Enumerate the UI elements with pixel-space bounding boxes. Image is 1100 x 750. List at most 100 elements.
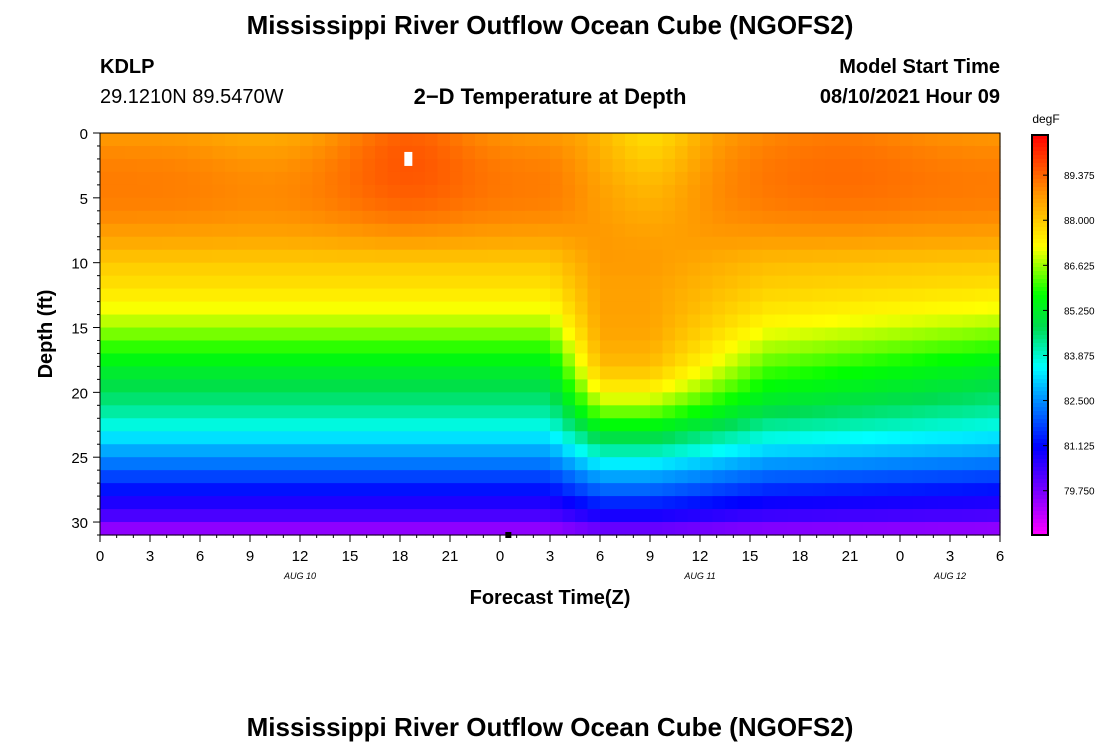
heatmap-cell [512, 353, 526, 368]
heatmap-cell [800, 327, 814, 342]
heatmap-cell [387, 522, 401, 536]
heatmap-cell [787, 314, 801, 329]
heatmap-cell [487, 522, 501, 536]
heatmap-cell [900, 184, 914, 199]
heatmap-cell [525, 171, 539, 186]
heatmap-cell [937, 496, 951, 510]
heatmap-cell [137, 314, 151, 329]
heatmap-cell [725, 288, 739, 303]
heatmap-cell [362, 405, 376, 419]
heatmap-cell [837, 184, 851, 199]
heatmap-cell [862, 288, 876, 303]
heatmap-cell [300, 275, 314, 290]
heatmap-cell [450, 249, 464, 264]
heatmap-cell [587, 301, 601, 316]
heatmap-cell [387, 262, 401, 277]
heatmap-cell [187, 275, 201, 290]
heatmap-cell [425, 301, 439, 316]
heatmap-cell [700, 184, 714, 199]
heatmap-cell [850, 405, 864, 419]
heatmap-cell [450, 418, 464, 432]
heatmap-cell [487, 262, 501, 277]
heatmap-cell [225, 275, 239, 290]
heatmap-cell [900, 483, 914, 497]
heatmap-cell [900, 158, 914, 173]
heatmap-cell [375, 184, 389, 199]
heatmap-cell [962, 236, 976, 251]
heatmap-cell [900, 327, 914, 342]
heatmap-cell [462, 483, 476, 497]
heatmap-cell [500, 431, 514, 445]
heatmap-cell [200, 405, 214, 419]
model-start-label: Model Start Time [839, 56, 1000, 78]
heatmap-cell [762, 392, 776, 406]
heatmap-cell [225, 184, 239, 199]
heatmap-cell [200, 288, 214, 303]
heatmap-cell [250, 275, 264, 290]
heatmap-cell [912, 340, 926, 355]
heatmap-cell [762, 353, 776, 368]
heatmap-cell [762, 483, 776, 497]
heatmap-cell [237, 184, 251, 199]
heatmap-cell [362, 431, 376, 445]
heatmap-cell [787, 236, 801, 251]
heatmap-cell [237, 340, 251, 355]
heatmap-cell [112, 483, 126, 497]
heatmap-cell [537, 483, 551, 497]
heatmap-cell [787, 171, 801, 186]
heatmap-cell [700, 470, 714, 484]
heatmap-cell [562, 288, 576, 303]
heatmap-cell [787, 340, 801, 355]
heatmap-cell [312, 366, 326, 380]
heatmap-cell [662, 405, 676, 419]
heatmap-cell [287, 171, 301, 186]
heatmap-cell [537, 327, 551, 342]
heatmap-cell [162, 353, 176, 368]
heatmap-cell [637, 340, 651, 355]
heatmap-cell [450, 327, 464, 342]
heatmap-cell [937, 249, 951, 264]
heatmap-cell [787, 366, 801, 380]
heatmap-cell [625, 366, 639, 380]
heatmap-cell [837, 457, 851, 471]
heatmap-cell [987, 327, 1001, 342]
heatmap-cell [287, 457, 301, 471]
heatmap-cell [675, 145, 689, 160]
heatmap-cell [937, 158, 951, 173]
heatmap-cell [650, 457, 664, 471]
heatmap-cell [100, 431, 114, 445]
heatmap-cell [350, 133, 364, 147]
heatmap-cell [750, 431, 764, 445]
heatmap-cell [825, 522, 839, 536]
heatmap-cell [150, 262, 164, 277]
heatmap-cell [562, 133, 576, 147]
heatmap-cell [512, 223, 526, 238]
heatmap-cell [350, 444, 364, 458]
heatmap-cell [775, 262, 789, 277]
heatmap-cell [775, 133, 789, 147]
heatmap-cell [400, 288, 414, 303]
heatmap-cell [125, 509, 139, 523]
heatmap-cell [337, 470, 351, 484]
heatmap-cell [562, 197, 576, 212]
heatmap-cell [262, 418, 276, 432]
heatmap-cell [225, 249, 239, 264]
heatmap-cell [925, 327, 939, 342]
heatmap-cell [375, 249, 389, 264]
heatmap-cell [437, 275, 451, 290]
heatmap-cell [300, 444, 314, 458]
heatmap-cell [750, 301, 764, 316]
heatmap-cell [662, 223, 676, 238]
colorbar-band [1032, 415, 1048, 420]
heatmap-cell [925, 444, 939, 458]
heatmap-cell [775, 223, 789, 238]
heatmap-cell [725, 327, 739, 342]
heatmap-cell [550, 418, 564, 432]
heatmap-cell [912, 223, 926, 238]
heatmap-cell [650, 522, 664, 536]
heatmap-cell [950, 522, 964, 536]
heatmap-cell [712, 158, 726, 173]
heatmap-cell [287, 236, 301, 251]
heatmap-cell [512, 275, 526, 290]
heatmap-cell [587, 249, 601, 264]
